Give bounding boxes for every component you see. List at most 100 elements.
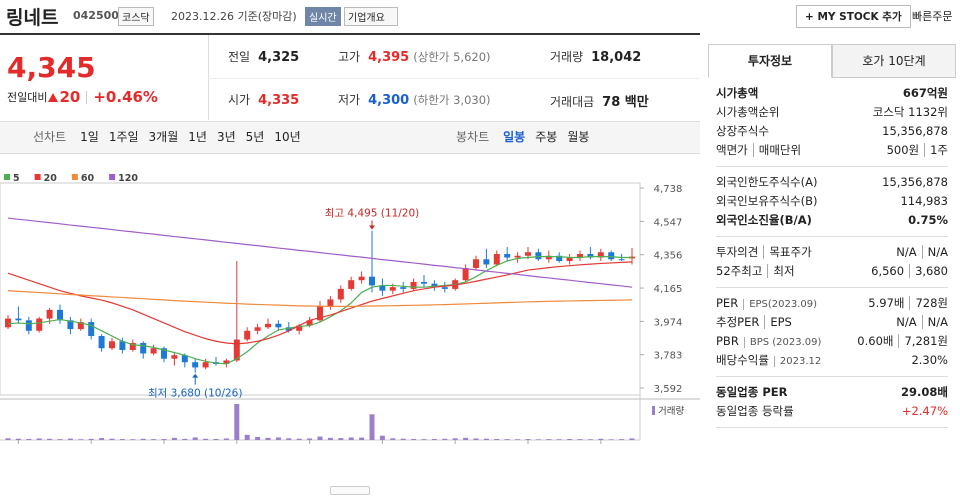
- row-value: +2.47%: [902, 402, 948, 421]
- y-tick-label: 3,974: [654, 317, 683, 328]
- candle-body: [483, 259, 490, 265]
- volume-bar: [411, 438, 417, 440]
- ma-line: [7, 256, 632, 365]
- quick-order[interactable]: 빠른주문: [912, 10, 953, 23]
- volume-bar: [504, 439, 510, 440]
- invest-row: 동일업종 등락률 +2.47%: [716, 402, 948, 421]
- period-tab[interactable]: 주봉: [535, 130, 558, 144]
- company-info-label: 기업개요: [348, 13, 385, 24]
- y-tick-label: 4,547: [654, 217, 683, 228]
- row-label: 외국인보유주식수(B): [716, 192, 818, 211]
- row-value-text: 15,356,878: [882, 124, 948, 138]
- volume-bar: [390, 438, 396, 440]
- period-tab[interactable]: 3년: [216, 130, 236, 144]
- invest-row: 액면가 매매단위 500원 1주: [716, 141, 948, 160]
- candle-body: [46, 309, 53, 319]
- stat: 거래량 18,042: [550, 48, 641, 65]
- ma-line: [7, 261, 633, 345]
- row-label-text: 외국인소진율(B/A): [716, 213, 812, 227]
- candle-body: [98, 336, 105, 349]
- candle-body: [57, 309, 63, 321]
- row-label-text: 시가총액: [716, 86, 759, 100]
- invest-row: PER EPS(2023.09) 5.97배 728원: [716, 294, 948, 313]
- volume-bar: [244, 434, 250, 440]
- candle-body: [306, 320, 313, 326]
- row-label-text: 2023.12: [773, 356, 822, 367]
- row-label-text: 동일업종 PER: [716, 385, 788, 399]
- row-label-text: 배당수익률: [716, 353, 769, 367]
- row-label-text: 추정PER: [716, 315, 760, 329]
- stat-note: (상한가 5,620): [413, 50, 491, 64]
- candle-body: [389, 287, 396, 291]
- period-tab[interactable]: 월봉: [567, 130, 590, 144]
- invest-tab[interactable]: 호가 10단계: [832, 44, 956, 78]
- row-label-text: 외국인한도주식수(A): [716, 175, 818, 189]
- ma-line: [7, 217, 633, 288]
- row-value: 500원 1주: [887, 141, 948, 160]
- my-stock-button[interactable]: + MY STOCK 추가: [796, 5, 911, 28]
- period-tab[interactable]: 10년: [274, 130, 301, 144]
- volume-bar: [151, 439, 157, 440]
- row-value: 0.75%: [908, 211, 948, 230]
- row-label-text: 시가총액순위: [716, 105, 780, 119]
- stat-value: 4,300: [368, 93, 410, 108]
- volume-bar: [26, 438, 32, 440]
- y-tick-label: 4,165: [654, 284, 683, 295]
- legend-label: 120: [118, 173, 138, 184]
- change-box: 전일대비 20 +0.46%: [7, 88, 158, 106]
- candle-body: [535, 252, 542, 260]
- stock-code: 042500: [73, 9, 119, 22]
- candle-body: [244, 330, 251, 340]
- row-label-text: PER: [716, 296, 739, 310]
- stat: 거래대금 78 백만: [550, 91, 649, 110]
- period-tab[interactable]: 1년: [188, 130, 207, 144]
- change-rate: +0.46%: [93, 88, 158, 106]
- scroll-handle[interactable]: [330, 486, 370, 495]
- row-value: 15,356,878: [882, 173, 948, 192]
- row-label-text: 액면가: [716, 143, 748, 157]
- volume-bar: [494, 438, 500, 440]
- candle-body: [5, 318, 11, 328]
- row-value-text: 29.08배: [901, 385, 948, 399]
- candle-body: [88, 322, 95, 337]
- volume-bar: [47, 438, 53, 440]
- volume-bar: [452, 438, 458, 440]
- row-value-text: 2.30%: [911, 353, 948, 367]
- legend-swatch: [4, 174, 10, 180]
- candle-body: [77, 322, 84, 330]
- volume-bar: [535, 439, 541, 440]
- plot-frame: [0, 182, 641, 396]
- y-tick-label: 3,592: [654, 384, 683, 395]
- candle-body: [608, 252, 615, 260]
- stat-value: 4,335: [258, 93, 300, 108]
- period-tab[interactable]: 3개월: [148, 130, 179, 144]
- row-value-text: N/A: [921, 245, 948, 259]
- volume-bar: [15, 438, 21, 440]
- period-tab[interactable]: 5년: [245, 130, 265, 144]
- volume-bar: [5, 438, 11, 440]
- period-tab[interactable]: 1일: [80, 130, 99, 144]
- candle-body: [15, 318, 22, 321]
- realtime-badge[interactable]: 실시간: [305, 7, 341, 26]
- legend-label: 60: [81, 173, 95, 184]
- candle-body: [119, 341, 126, 350]
- candle-body: [317, 306, 323, 321]
- candle-body: [161, 348, 167, 359]
- volume-bar: [463, 437, 469, 440]
- row-value: 5.97배 728원: [868, 294, 948, 313]
- invest-tab[interactable]: 투자정보: [708, 44, 832, 78]
- stat-label: 전일: [228, 50, 251, 64]
- row-value-text: 6,560: [871, 264, 905, 278]
- y-tick-label: 4,738: [654, 184, 683, 195]
- row-label: 동일업종 등락률: [716, 402, 794, 421]
- period-tab[interactable]: 일봉: [503, 130, 526, 144]
- candle-body: [36, 318, 43, 331]
- volume-bar: [483, 438, 489, 440]
- volume-bar: [286, 438, 292, 440]
- annotation: 최고 4,495 (11/20): [325, 207, 420, 219]
- period-tab[interactable]: 1주일: [108, 130, 139, 144]
- candle-body: [577, 254, 583, 258]
- company-info-button[interactable]: 기업개요: [344, 7, 398, 26]
- row-value-text: +2.47%: [901, 404, 948, 418]
